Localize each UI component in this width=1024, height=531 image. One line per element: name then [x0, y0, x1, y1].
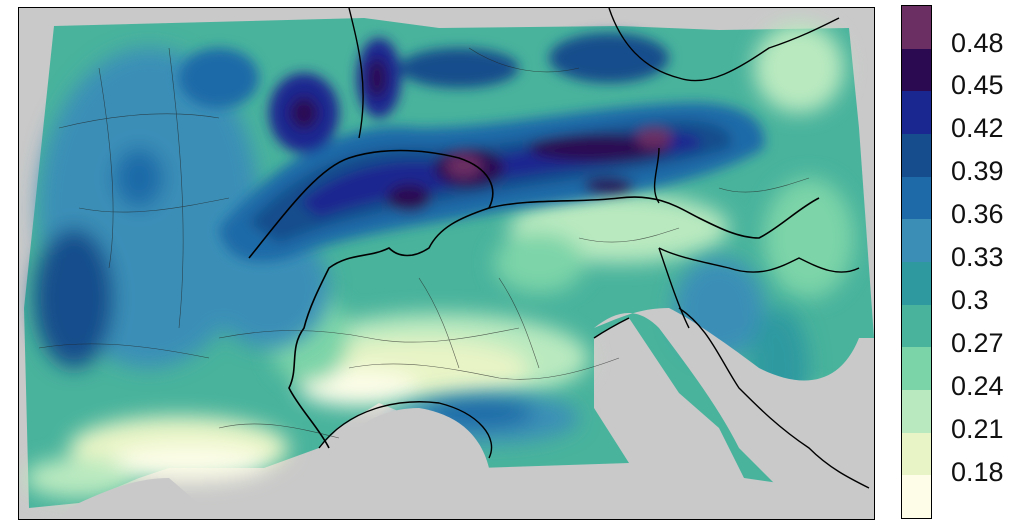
colorbar-tick-label: 0.21	[951, 414, 1004, 444]
colorbar-tick-label: 0.39	[951, 156, 1004, 186]
colorbar-tick-label: 0.48	[951, 28, 1004, 58]
colorbar-bin	[902, 347, 931, 391]
border-lines	[248, 8, 870, 489]
colorbar-bin	[902, 176, 931, 220]
colorbar-bin	[902, 390, 931, 433]
colorbar-bin	[902, 262, 931, 305]
colorbar-tick-label: 0.24	[951, 371, 1004, 401]
colorbar-bin	[902, 91, 931, 135]
colorbar-bin	[902, 48, 931, 92]
colorbar-bin	[902, 6, 931, 49]
colorbar-bin	[902, 134, 931, 177]
colorbar-bin	[902, 475, 931, 519]
lowland-low-values	[24, 23, 854, 498]
colorbar-tick-label: 0.42	[951, 113, 1004, 143]
map-svg	[19, 8, 874, 519]
colorbar-tick-label: 0.36	[951, 199, 1004, 229]
colorbar-bin	[902, 304, 931, 348]
colorbar-tick-label: 0.18	[951, 457, 1004, 487]
colorbar-tick-label: 0.45	[951, 70, 1004, 100]
colorbar-tick-label: 0.33	[951, 242, 1004, 272]
mid-values	[34, 48, 809, 443]
map-panel	[18, 7, 875, 520]
colorbar-tick-label: 0.27	[951, 328, 1004, 358]
sea-areas	[60, 308, 874, 519]
colorbar-bin	[902, 432, 931, 476]
colorbar	[901, 5, 932, 519]
field-layer	[24, 18, 874, 519]
colorbar-bin	[902, 219, 931, 263]
colorbar-tick-label: 0.3	[951, 285, 989, 315]
region-lines	[38, 47, 810, 439]
